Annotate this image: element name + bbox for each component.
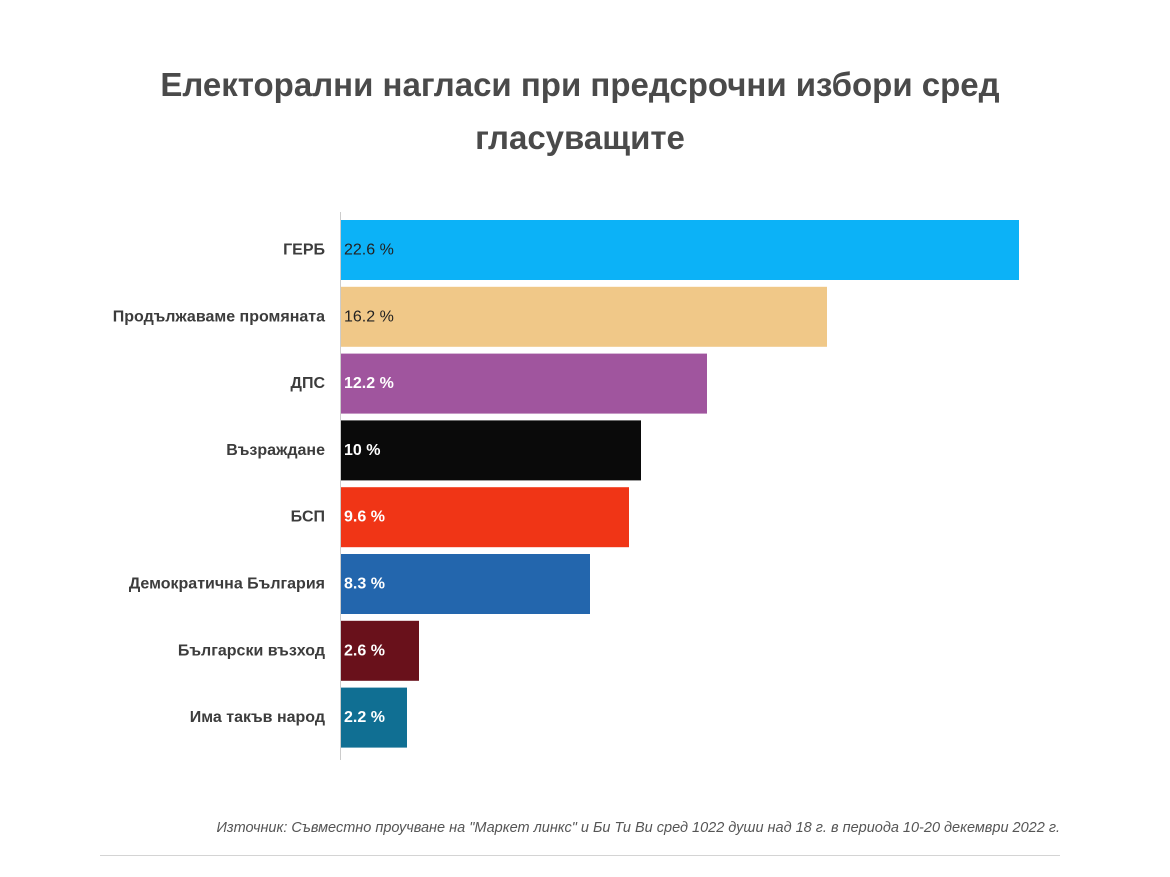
bar-3 [341,353,707,414]
bar-5 [341,487,629,548]
value-label: 12.2 % [344,375,394,392]
bar-8 [341,687,407,748]
value-label: 10 % [344,442,380,459]
category-label: БСП [291,509,325,526]
category-label: ДПС [291,375,326,392]
category-label: Продължаваме промяната [113,308,325,325]
bar-6 [341,554,590,614]
bar-1 [341,220,1019,280]
bar-7 [341,620,419,681]
value-label: 8.3 % [344,576,385,593]
category-label: Български възход [178,642,325,659]
value-label: 2.6 % [344,642,385,659]
chart-source-note: Източник: Съвместно проучване на "Маркет… [216,820,1061,836]
category-label: Демократична България [129,576,325,593]
category-label: ГЕРБ [283,242,325,259]
value-label: 22.6 % [344,242,394,259]
category-label: Има такъв народ [190,709,325,726]
bar-2 [341,286,827,347]
bar-4 [341,420,641,481]
value-label: 2.2 % [344,709,385,726]
value-label: 16.2 % [344,308,394,325]
chart-title: Електорални нагласи при предсрочни избор… [160,66,1000,156]
bottom-divider [100,855,1060,856]
value-label: 9.6 % [344,509,385,526]
category-label: Възраждане [226,442,325,459]
bars-group: ГЕРБ 22.6 % Продължаваме промяната 16.2 % ДП… [113,220,1019,748]
